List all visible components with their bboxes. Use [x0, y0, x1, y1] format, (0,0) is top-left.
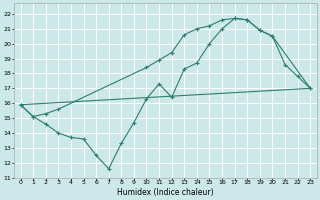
X-axis label: Humidex (Indice chaleur): Humidex (Indice chaleur) — [117, 188, 214, 197]
